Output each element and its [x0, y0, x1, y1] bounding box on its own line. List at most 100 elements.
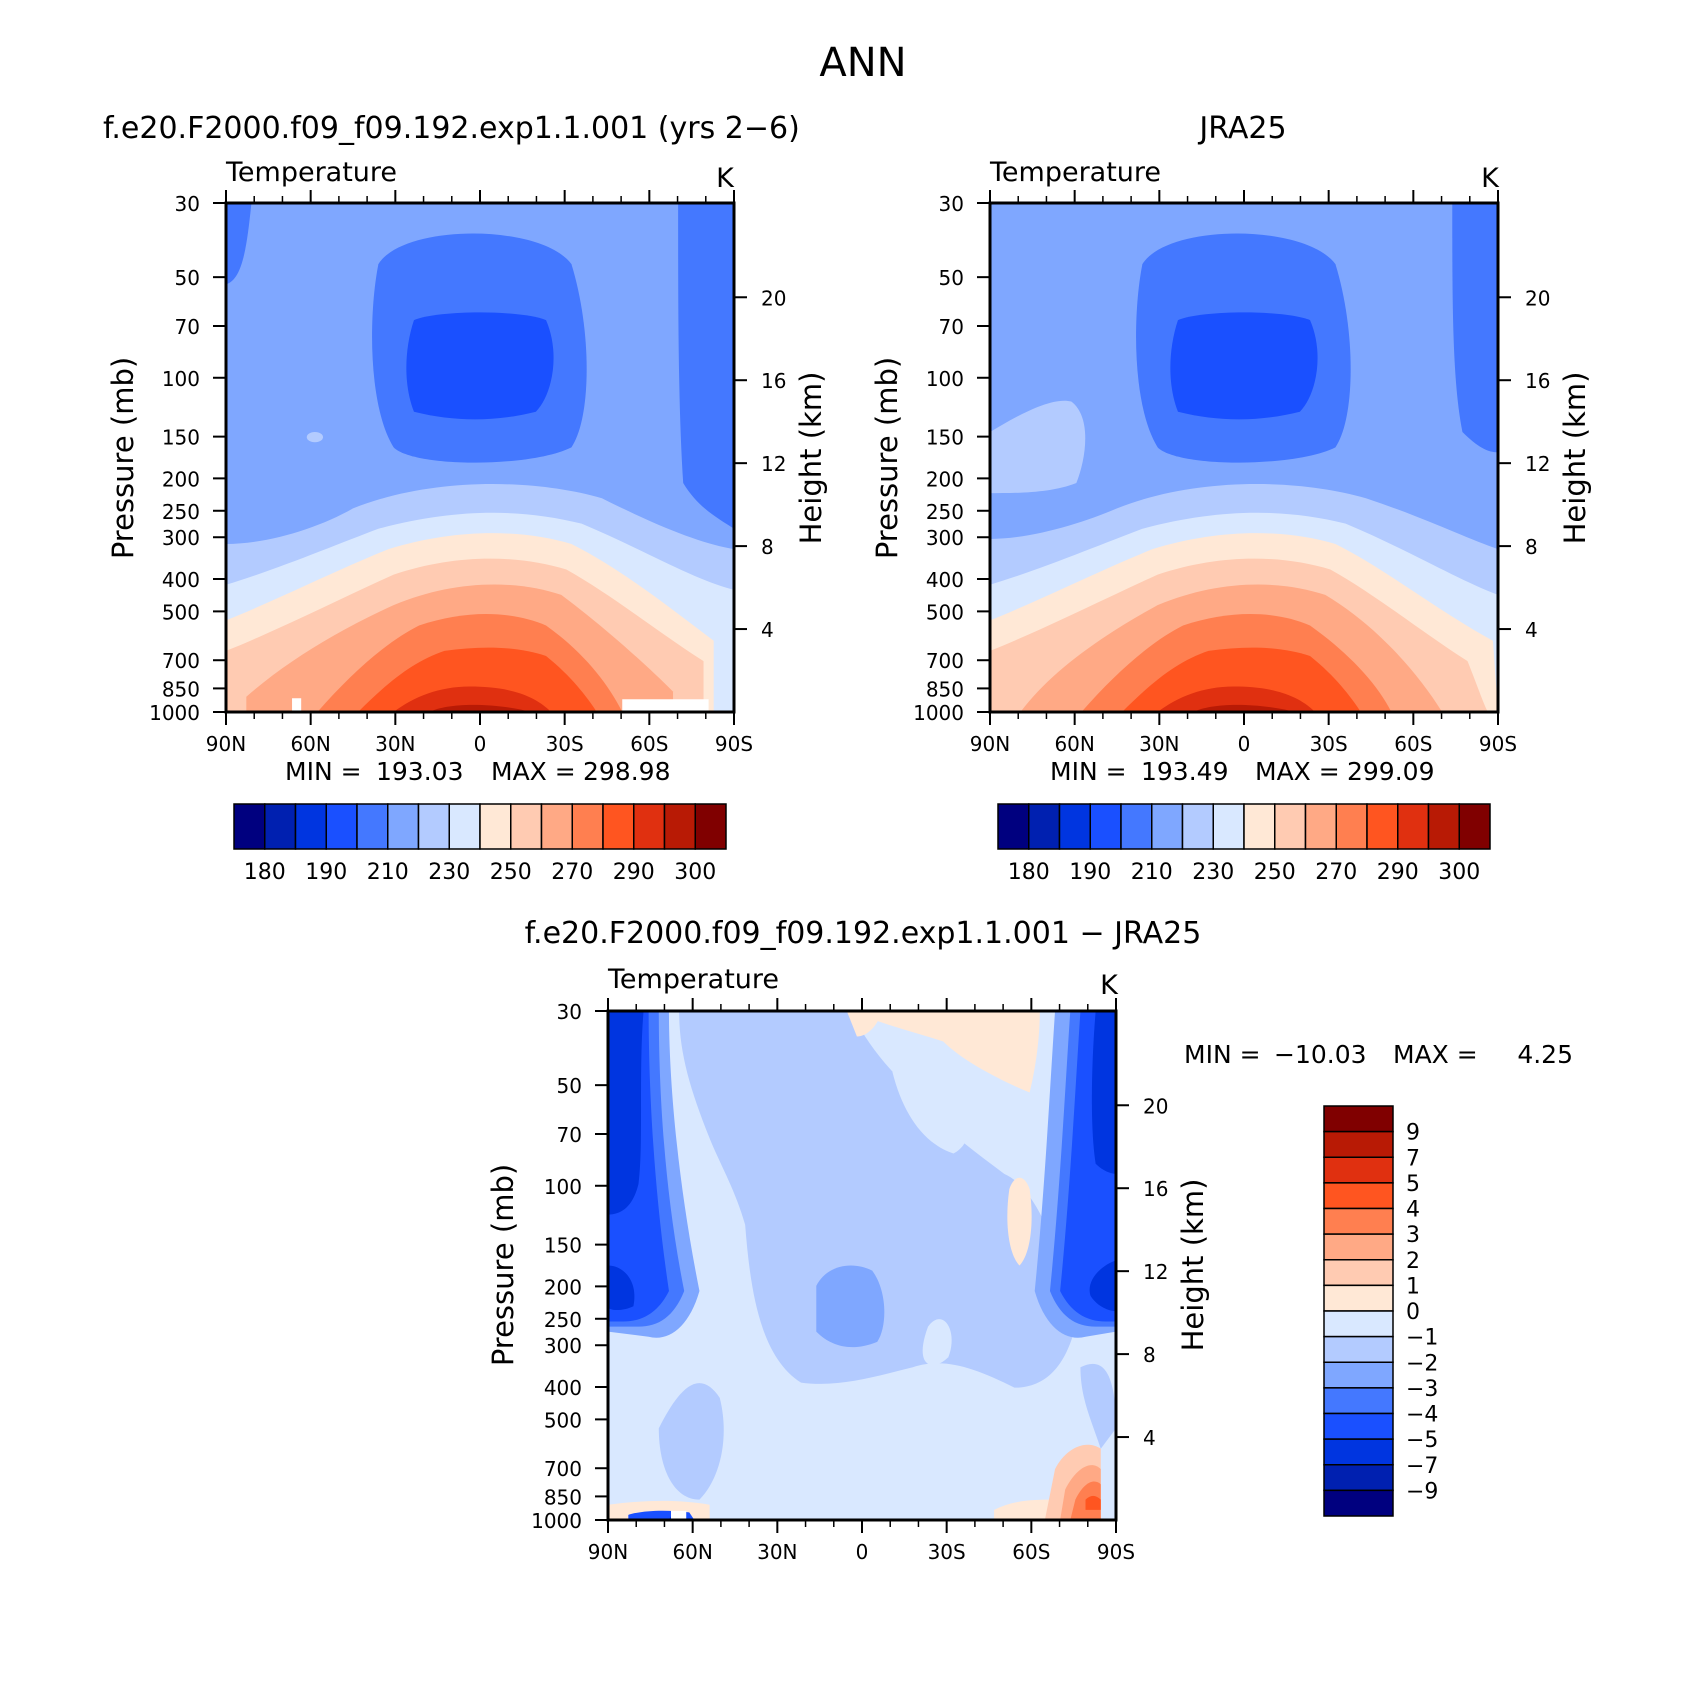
panel-model: f.e20.F2000.f09_f09.192.exp1.1.001 (yrs …: [103, 111, 828, 885]
panel-diff-subtitle: Temperature: [607, 964, 779, 995]
band: [1007, 1177, 1032, 1266]
colorbar-label: 270: [551, 860, 593, 885]
band: [608, 1265, 635, 1311]
missing-data: [670, 1510, 687, 1520]
panel-obs-units: K: [1481, 163, 1500, 194]
stat-max-label: MAX =: [491, 757, 576, 786]
band: [816, 1265, 885, 1348]
x-tick-label: 30S: [1310, 732, 1348, 756]
stat-max-value: 4.25: [1517, 1040, 1573, 1069]
colorbar-box: [602, 803, 635, 850]
band: [1193, 704, 1295, 712]
colorbar-box: [1323, 1464, 1394, 1492]
y-tick-label: 700: [926, 649, 964, 673]
colorbar-box: [997, 803, 1030, 850]
panel-diff-ylabel: Pressure (mb): [486, 1164, 520, 1366]
colorbar-label: 190: [305, 860, 347, 885]
y-tick-label: 150: [544, 1234, 582, 1258]
colorbar-label: 2: [1406, 1249, 1420, 1274]
x-tick-label: 30S: [928, 1540, 966, 1564]
y-tick-label: 850: [926, 677, 964, 701]
stat-max-label: MAX =: [1255, 757, 1340, 786]
colorbar-label: 9: [1406, 1121, 1420, 1146]
panel-obs-stats: MIN = 193.49 MAX = 299.09: [1050, 757, 1434, 786]
colorbar-box: [448, 803, 481, 850]
band: [393, 686, 552, 712]
colorbar-label: −4: [1406, 1403, 1438, 1428]
colorbar-box: [1151, 803, 1184, 850]
band: [226, 203, 252, 285]
stat-min-value: 193.49: [1141, 757, 1228, 786]
y-right-tick-label: 16: [761, 369, 786, 393]
colorbar-box: [1120, 803, 1153, 850]
colorbar-box: [1323, 1335, 1394, 1363]
y-tick-label: 1000: [913, 701, 964, 725]
y-tick-label: 150: [162, 426, 200, 450]
colorbar-box: [1323, 1387, 1394, 1415]
band: [406, 312, 554, 420]
colorbar-box: [1304, 803, 1337, 850]
colorbar-label: 250: [1254, 860, 1296, 885]
y-tick-label: 700: [544, 1457, 582, 1481]
y-tick-label: 100: [544, 1175, 582, 1199]
band: [922, 1319, 952, 1366]
colorbar-box: [233, 803, 266, 850]
x-tick-label: 90N: [970, 732, 1010, 756]
panel-model-ylabel-right: Height (km): [794, 372, 828, 545]
colorbar-label: −3: [1406, 1377, 1438, 1402]
colorbar-box: [1323, 1130, 1394, 1158]
x-tick-label: 60N: [672, 1540, 712, 1564]
band: [851, 1011, 1040, 1093]
colorbar-box: [1323, 1361, 1394, 1389]
colorbar-label: −9: [1406, 1479, 1438, 1504]
colorbar-box: [510, 803, 543, 850]
y-tick-label: 70: [175, 315, 200, 339]
colorbar-label: 250: [490, 860, 532, 885]
panel-diff-units: K: [1100, 970, 1119, 1001]
y-tick-label: 400: [162, 568, 200, 592]
stat-min-label: MIN =: [1184, 1040, 1261, 1069]
colorbar-box: [1458, 803, 1491, 850]
stat-min-label: MIN =: [1050, 757, 1127, 786]
y-right-tick-label: 8: [761, 535, 774, 559]
band: [1091, 1011, 1116, 1174]
colorbar-box: [1323, 1284, 1394, 1312]
colorbar-box: [1323, 1233, 1394, 1261]
y-tick-label: 850: [162, 677, 200, 701]
colorbar-box: [1366, 803, 1399, 850]
colorbar-label: 210: [367, 860, 409, 885]
colorbar-box: [1323, 1489, 1394, 1517]
panel-diff: f.e20.F2000.f09_f09.192.exp1.1.001 − JRA…: [486, 916, 1573, 1564]
x-tick-label: 0: [856, 1540, 869, 1564]
colorbar-box: [1323, 1105, 1394, 1133]
colorbar-label: 1: [1406, 1274, 1420, 1299]
band: [358, 647, 597, 712]
colorbar-box: [264, 803, 297, 850]
stat-min-label: MIN =: [285, 757, 362, 786]
y-tick-label: 200: [544, 1275, 582, 1299]
colorbar-box: [1427, 803, 1460, 850]
y-tick-label: 300: [544, 1334, 582, 1358]
panel-obs: JRA25 Temperature K Pressure (mb) Height…: [870, 111, 1592, 885]
colorbar-box: [1323, 1310, 1394, 1338]
y-tick-label: 30: [939, 192, 964, 216]
colorbar-box: [417, 803, 450, 850]
colorbar-box: [356, 803, 389, 850]
band: [658, 1383, 724, 1500]
colorbar-label: 270: [1315, 860, 1357, 885]
band: [1089, 1260, 1116, 1312]
colorbar-label: 300: [1438, 860, 1480, 885]
band: [1122, 647, 1361, 712]
y-tick-label: 50: [557, 1074, 582, 1098]
colorbar-box: [479, 803, 512, 850]
colorbar-box: [1323, 1438, 1394, 1466]
colorbar-box: [540, 803, 573, 850]
panel-model-units: K: [716, 163, 735, 194]
y-right-tick-label: 4: [761, 618, 774, 642]
stat-max-value: 299.09: [1347, 757, 1434, 786]
colorbar-box: [1323, 1207, 1394, 1235]
colorbar-label: −2: [1406, 1351, 1438, 1376]
stat-min-value: 193.03: [376, 757, 463, 786]
y-right-tick-label: 20: [761, 286, 786, 310]
